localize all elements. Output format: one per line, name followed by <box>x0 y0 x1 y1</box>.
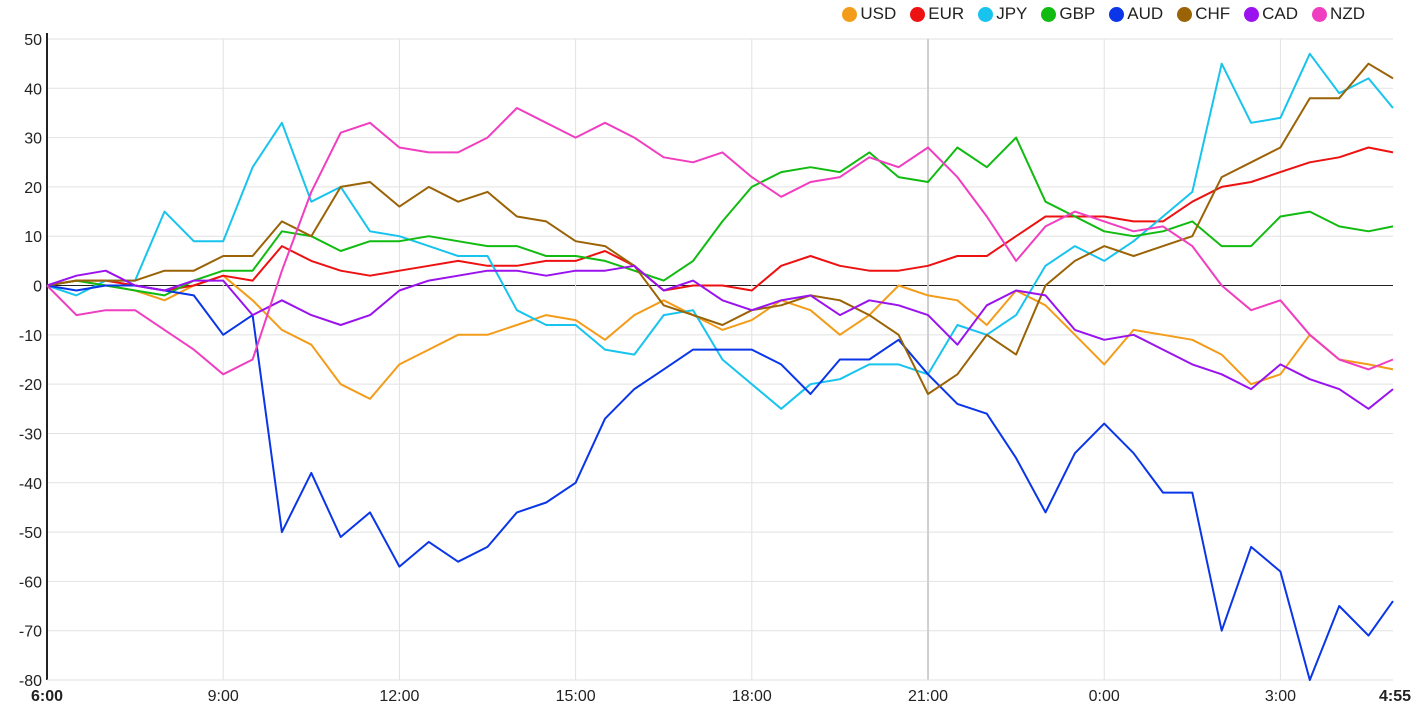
legend-dot-icon <box>1041 6 1057 22</box>
y-tick-label: -40 <box>19 476 42 493</box>
x-tick-label: 21:00 <box>908 688 948 705</box>
y-tick-label: 10 <box>24 229 42 246</box>
series-line-aud <box>46 284 1394 681</box>
legend-dot-icon <box>1312 6 1328 22</box>
legend-label: CHF <box>1195 4 1231 23</box>
y-tick-label: -30 <box>19 426 42 443</box>
y-tick-label: -20 <box>19 377 42 394</box>
x-tick-label: 9:00 <box>208 688 239 705</box>
series-line-cad <box>46 264 1394 410</box>
y-tick-label: -50 <box>19 525 42 542</box>
x-tick-label: 15:00 <box>556 688 596 705</box>
legend-dot-icon <box>910 6 926 22</box>
legend-dot-icon <box>978 6 994 22</box>
series-line-nzd <box>46 107 1394 376</box>
y-tick-label: 50 <box>24 32 42 49</box>
legend: USD EUR JPY GBP AUD CHF CAD NZD <box>842 4 1365 24</box>
series-line-gbp <box>46 136 1394 297</box>
series-line-jpy <box>46 52 1394 410</box>
legend-label: GBP <box>1059 4 1096 23</box>
legend-item-jpy[interactable]: JPY <box>978 4 1027 24</box>
y-tick-label: -60 <box>19 574 42 591</box>
legend-item-chf[interactable]: CHF <box>1177 4 1230 24</box>
series-line-chf <box>46 62 1394 395</box>
legend-dot-icon <box>1244 6 1260 22</box>
x-tick-label: 18:00 <box>732 688 772 705</box>
legend-label: JPY <box>996 4 1028 23</box>
legend-item-gbp[interactable]: GBP <box>1041 4 1095 24</box>
x-tick-label: 0:00 <box>1089 688 1120 705</box>
legend-dot-icon <box>1177 6 1193 22</box>
y-tick-label: 20 <box>24 180 42 197</box>
legend-label: USD <box>860 4 897 23</box>
x-tick-label: 6:00 <box>31 688 63 705</box>
legend-item-cad[interactable]: CAD <box>1244 4 1298 24</box>
legend-label: NZD <box>1330 4 1365 23</box>
y-tick-label: -70 <box>19 624 42 641</box>
legend-label: EUR <box>928 4 965 23</box>
series-line-eur <box>46 146 1394 292</box>
y-tick-label: 30 <box>24 131 42 148</box>
legend-item-usd[interactable]: USD <box>842 4 896 24</box>
y-tick-label: -80 <box>19 673 42 690</box>
x-tick-label: 12:00 <box>379 688 419 705</box>
legend-item-aud[interactable]: AUD <box>1109 4 1163 24</box>
legend-dot-icon <box>842 6 858 22</box>
legend-item-eur[interactable]: EUR <box>910 4 964 24</box>
y-tick-label: 0 <box>33 279 42 296</box>
y-tick-label: 40 <box>24 81 42 98</box>
x-tick-label: 4:55 <box>1379 688 1411 705</box>
legend-label: AUD <box>1127 4 1164 23</box>
x-tick-label: 3:00 <box>1265 688 1296 705</box>
legend-dot-icon <box>1109 6 1125 22</box>
series-line-usd <box>46 274 1394 400</box>
legend-item-nzd[interactable]: NZD <box>1312 4 1365 24</box>
y-tick-label: -10 <box>19 328 42 345</box>
legend-label: CAD <box>1262 4 1299 23</box>
